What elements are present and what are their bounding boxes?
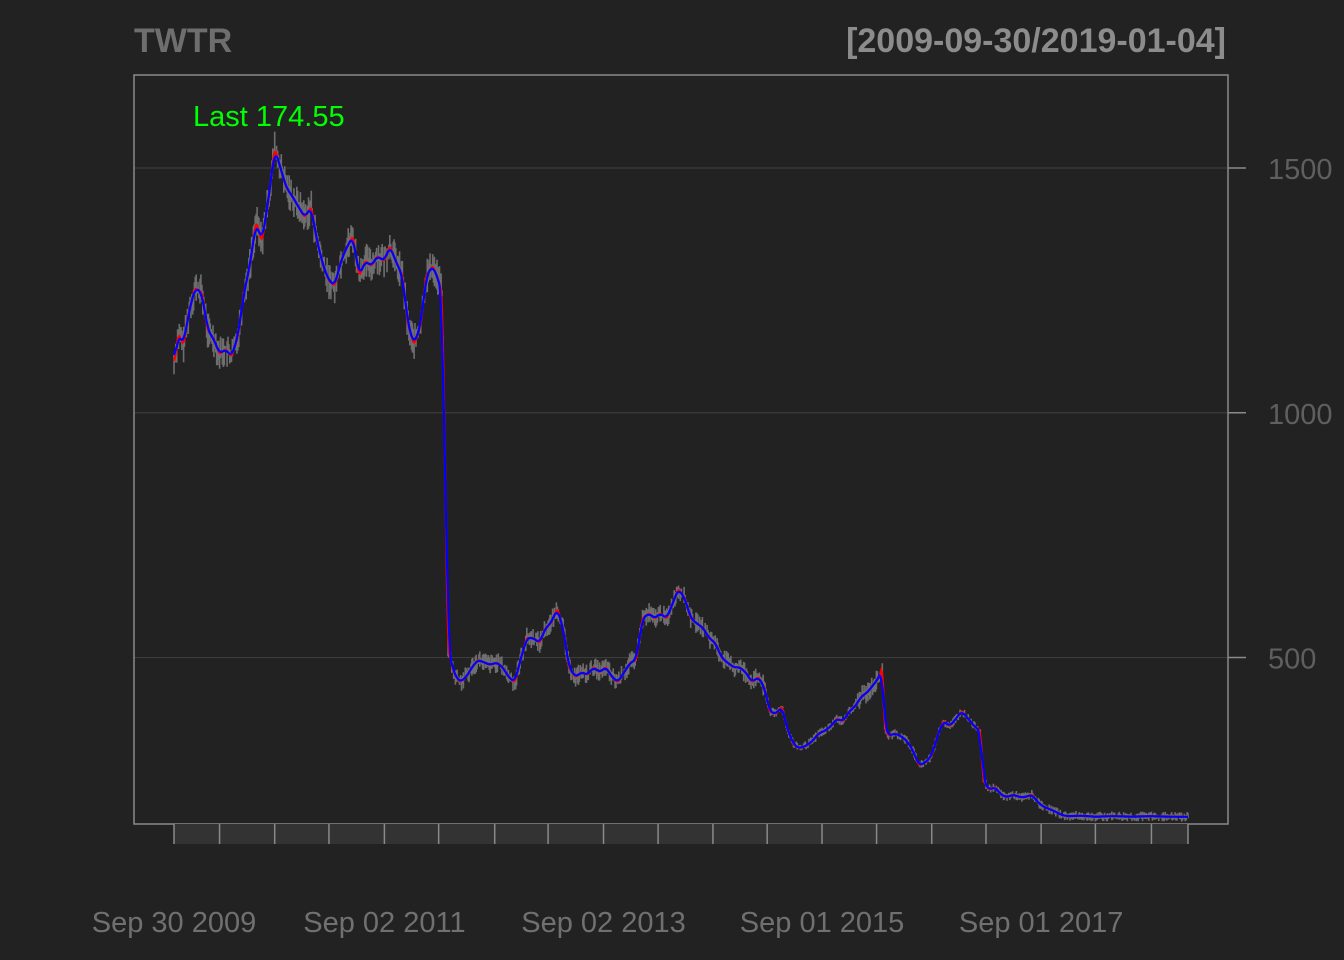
x-axis-band bbox=[174, 824, 1188, 844]
x-tick-label: Sep 02 2013 bbox=[521, 907, 685, 939]
y-axis: 500 1000 1500 bbox=[1228, 154, 1333, 676]
last-value-label: Last 174.55 bbox=[193, 101, 345, 133]
x-axis: Sep 30 2009 Sep 02 2011 Sep 02 2013 Sep 01 … bbox=[92, 824, 1189, 939]
date-range-label: [2009-09-30/2019-01-04] bbox=[846, 22, 1226, 60]
y-tick-label: 500 bbox=[1268, 644, 1316, 676]
x-tick-label: Sep 01 2015 bbox=[740, 907, 904, 939]
moving-average-slow-line bbox=[172, 155, 1188, 819]
chart-title: TWTR bbox=[134, 22, 232, 60]
grid-lines bbox=[134, 167, 1228, 659]
x-tick-label: Sep 30 2009 bbox=[92, 907, 256, 939]
y-tick-label: 1500 bbox=[1268, 154, 1333, 186]
x-tick-label: Sep 02 2011 bbox=[303, 907, 465, 939]
y-tick-label: 1000 bbox=[1268, 399, 1333, 431]
x-tick-label: Sep 01 2017 bbox=[959, 907, 1123, 939]
